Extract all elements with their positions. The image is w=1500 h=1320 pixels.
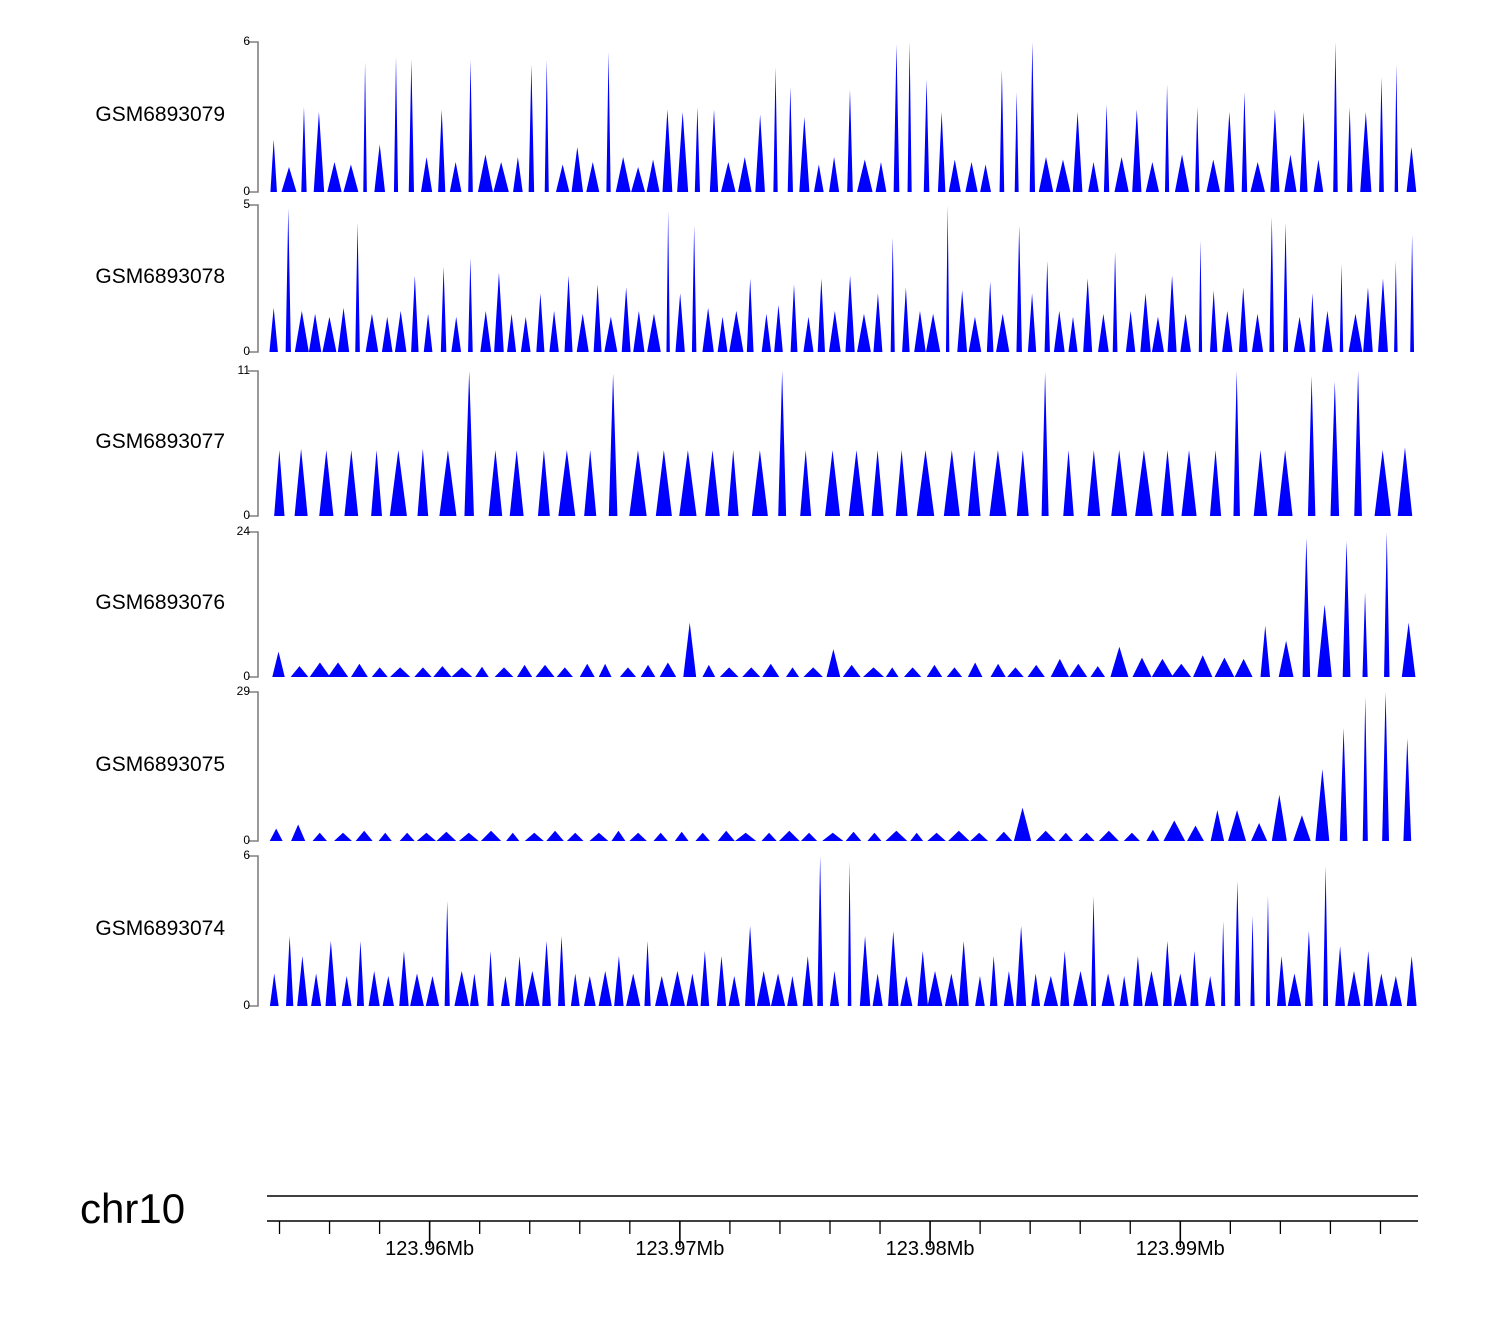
y-axis-bracket-GSM6893074: [248, 855, 259, 1007]
track-label-GSM6893078: GSM6893078: [95, 264, 225, 288]
y-axis-bracket-GSM6893078: [248, 204, 259, 353]
y-axis-bracket-GSM6893076: [248, 531, 259, 678]
track-label-GSM6893076: GSM6893076: [95, 590, 225, 614]
y-axis-max-GSM6893078: 5: [243, 197, 250, 211]
y-axis-max-GSM6893075: 29: [236, 684, 250, 698]
x-axis-tick-label: 123.99Mb: [1135, 1238, 1225, 1260]
track-label-GSM6893079: GSM6893079: [95, 103, 225, 126]
coverage-area-GSM6893077: [267, 371, 1418, 516]
y-axis-bracket-GSM6893079: [248, 41, 259, 193]
coverage-area-GSM6893074: [267, 856, 1418, 1006]
y-axis-bracket-GSM6893077: [248, 370, 259, 517]
genome-axis-group: [267, 1195, 1418, 1247]
y-axis-min-GSM6893079: 0: [243, 184, 250, 198]
track-label-GSM6893077: GSM6893077: [95, 429, 225, 453]
y-axis-min-GSM6893077: 0: [243, 508, 250, 522]
y-axis-max-GSM6893077: 11: [237, 363, 250, 377]
y-axis-max-GSM6893076: 24: [236, 524, 250, 538]
y-axis-bracket-GSM6893075: [248, 691, 259, 842]
x-axis-tick-label: 123.98Mb: [885, 1238, 975, 1260]
x-axis-tick-label: 123.96Mb: [385, 1238, 475, 1260]
y-axis-min-GSM6893074: 0: [243, 998, 250, 1012]
coverage-area-GSM6893078: [267, 205, 1418, 352]
track-label-GSM6893075: GSM6893075: [95, 752, 225, 776]
coverage-tracks-group: [248, 41, 1418, 1007]
coverage-area-GSM6893075: [267, 692, 1418, 841]
track-label-GSM6893074: GSM6893074: [95, 917, 225, 940]
y-axis-min-GSM6893078: 0: [243, 344, 250, 358]
y-axis-min-GSM6893076: 0: [243, 669, 250, 683]
y-axis-max-GSM6893079: 6: [243, 34, 250, 48]
y-axis-min-GSM6893075: 0: [243, 833, 250, 847]
y-axis-max-GSM6893074: 6: [243, 848, 250, 862]
x-axis-tick-label: 123.97Mb: [635, 1238, 725, 1260]
chromosome-label: chr10: [80, 1185, 186, 1232]
coverage-area-GSM6893079: [267, 42, 1418, 192]
coverage-area-GSM6893076: [267, 532, 1418, 677]
